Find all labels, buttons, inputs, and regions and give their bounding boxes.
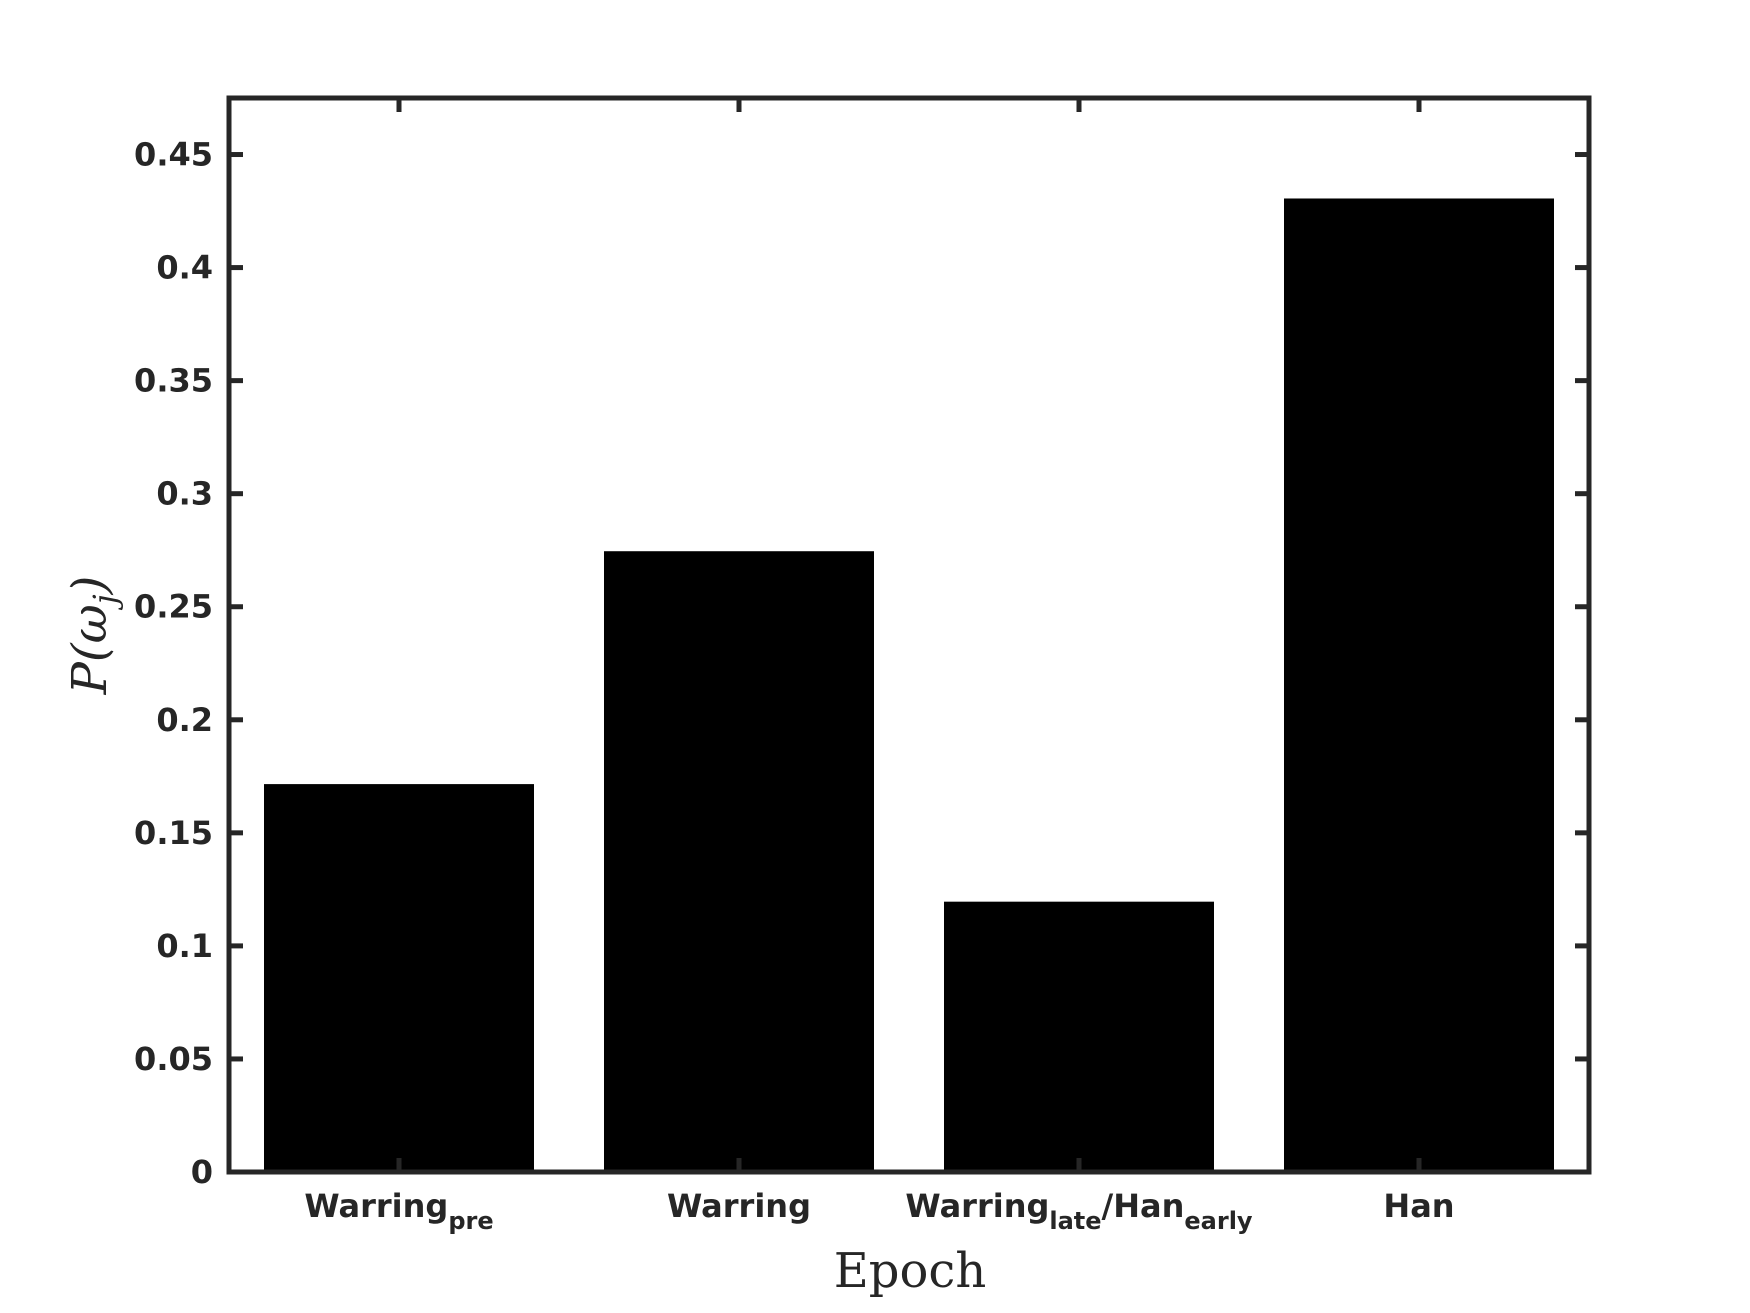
x-tick-label: Warringpre <box>304 1187 493 1235</box>
y-tick-label: 0.1 <box>156 927 213 965</box>
y-tick-label: 0.15 <box>134 814 213 852</box>
bar-1 <box>602 549 876 1173</box>
y-tick-label: 0 <box>191 1153 213 1191</box>
y-tick-label: 0.35 <box>134 362 213 400</box>
y-axis-label-suffix: ) <box>62 576 118 596</box>
y-tick-label: 0.4 <box>156 249 213 287</box>
x-axis-label: Epoch <box>834 1243 986 1299</box>
bar-3 <box>1282 196 1556 1173</box>
y-axis-label-prefix: P( <box>62 642 118 695</box>
y-tick-label: 0.25 <box>134 588 213 626</box>
y-axis-label-omega: ω <box>62 604 118 643</box>
y-tick-label: 0.05 <box>134 1040 213 1078</box>
x-tick-label: Warringlate/Hanearly <box>905 1187 1253 1235</box>
bars-layer <box>262 196 1556 1174</box>
bar-2 <box>942 899 1216 1174</box>
y-tick-label: 0.45 <box>134 136 213 174</box>
bar-0 <box>262 782 536 1173</box>
y-axis-label: P(ωj) <box>62 576 124 696</box>
x-tick-label: Warring <box>667 1187 811 1225</box>
y-tick-label: 0.3 <box>156 475 213 513</box>
axes-box <box>226 95 1592 1175</box>
x-tick-label: Han <box>1383 1187 1454 1225</box>
tick-labels-layer: 0 0.05 0.1 0.15 0.2 0.25 0.3 0.35 0.4 0.45 Warring… <box>134 136 1455 1235</box>
y-tick-label: 0.2 <box>156 701 213 739</box>
